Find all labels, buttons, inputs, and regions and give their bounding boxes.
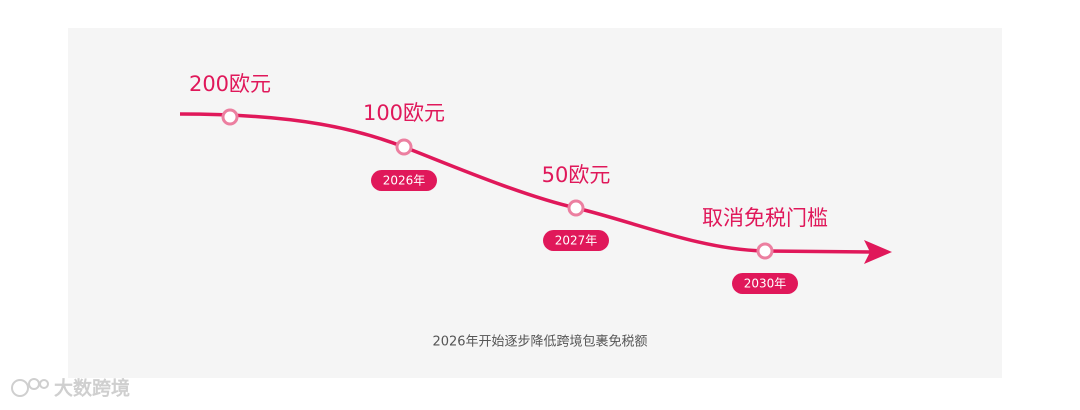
watermark-icon <box>11 378 49 397</box>
node-label: 100欧元 <box>363 101 445 125</box>
caption: 2026年开始逐步降低跨境包裹免税额 <box>432 335 647 350</box>
year-pill <box>371 170 437 191</box>
year-label: 2030年 <box>744 277 787 291</box>
trend-curve <box>179 112 873 254</box>
node-dot <box>221 108 239 126</box>
year-pill <box>543 230 609 251</box>
node-label: 取消免税门槛 <box>702 206 828 230</box>
node-label: 50欧元 <box>542 163 611 187</box>
node-dot <box>395 138 413 156</box>
node-dot <box>756 242 774 260</box>
node-label: 200欧元 <box>189 72 271 96</box>
arrow-head <box>864 240 892 264</box>
panel <box>68 28 1002 378</box>
year-label: 2026年 <box>383 174 426 188</box>
watermark: 大数跨境 <box>54 377 130 400</box>
year-label: 2027年 <box>555 234 598 248</box>
year-pill <box>732 273 798 294</box>
node-dot <box>567 199 585 217</box>
